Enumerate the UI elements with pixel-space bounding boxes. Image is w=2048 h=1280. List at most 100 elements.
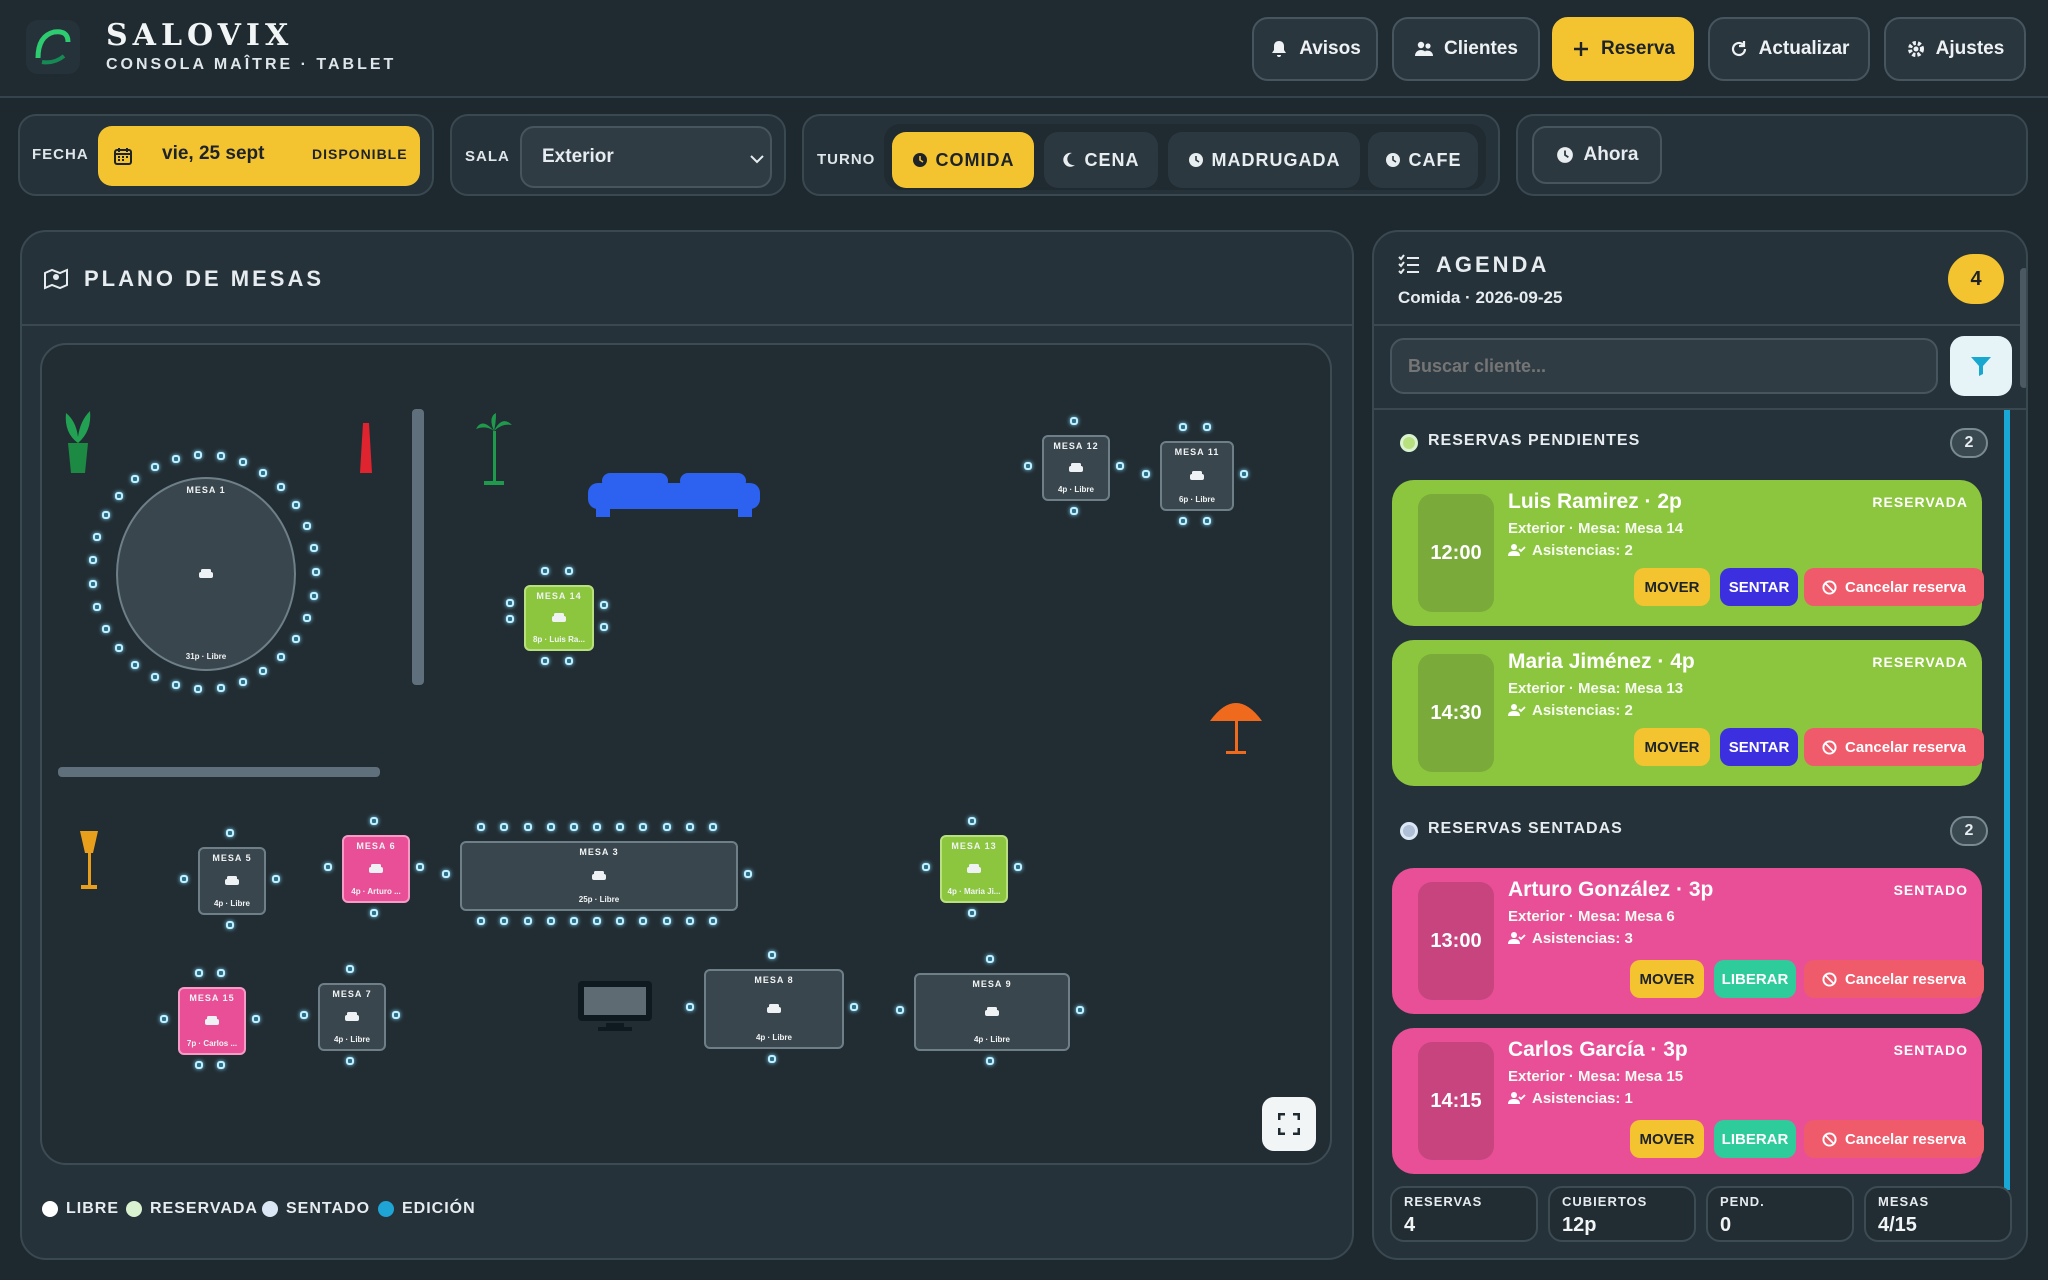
seat[interactable] (1024, 462, 1032, 470)
seat[interactable] (88, 556, 97, 565)
cancel-button[interactable]: Cancelar reserva (1804, 960, 1984, 998)
seat[interactable] (500, 823, 509, 831)
seat[interactable] (93, 603, 102, 612)
turno-comida[interactable]: COMIDA (892, 132, 1034, 188)
seat[interactable] (150, 462, 159, 471)
release-button[interactable]: LIBERAR (1714, 1120, 1796, 1158)
turno-cafe[interactable]: CAFE (1368, 132, 1478, 188)
seat-button[interactable]: SENTAR (1720, 728, 1798, 766)
seat[interactable] (217, 969, 226, 977)
seat[interactable] (1142, 470, 1150, 478)
seat[interactable] (277, 483, 286, 492)
seat[interactable] (259, 468, 268, 477)
search-input[interactable] (1390, 338, 1938, 394)
seat[interactable] (523, 917, 532, 925)
seat[interactable] (312, 568, 320, 576)
reservation-card[interactable]: 14:30 Maria Jiménez · 4p RESERVADA Exterior… (1392, 640, 1984, 786)
release-button[interactable]: LIBERAR (1714, 960, 1796, 998)
seat[interactable] (593, 823, 601, 831)
date-picker[interactable]: vie, 25 sept DISPONIBLE (98, 126, 420, 186)
table-mesa-9[interactable]: MESA 9 4p · Libre (914, 973, 1070, 1051)
seat[interactable] (986, 955, 994, 963)
seat[interactable] (564, 657, 573, 665)
seat[interactable] (194, 684, 203, 693)
seat[interactable] (442, 870, 450, 878)
table-mesa-6[interactable]: MESA 6 4p · Arturo ... (342, 835, 410, 903)
seat[interactable] (194, 969, 203, 977)
clientes-button[interactable]: Clientes (1392, 17, 1540, 81)
reservation-card[interactable]: 12:00 Luis Ramirez · 2p RESERVADA Exterior … (1392, 480, 1984, 626)
seat[interactable] (768, 951, 776, 959)
seat[interactable] (171, 454, 180, 463)
seat[interactable] (309, 544, 318, 553)
table-mesa-12[interactable]: MESA 12 4p · Libre (1042, 435, 1110, 501)
seat[interactable] (93, 532, 102, 541)
seat[interactable] (1070, 507, 1078, 515)
seat[interactable] (523, 823, 532, 831)
seat[interactable] (500, 917, 509, 925)
cancel-button[interactable]: Cancelar reserva (1804, 728, 1984, 766)
sala-select[interactable]: Exterior (520, 126, 772, 188)
seat[interactable] (564, 567, 573, 575)
seat[interactable] (302, 521, 311, 530)
seat[interactable] (1203, 517, 1212, 525)
move-button[interactable]: MOVER (1634, 568, 1710, 606)
seat[interactable] (968, 909, 976, 917)
seat[interactable] (768, 1055, 776, 1063)
seat[interactable] (160, 1015, 168, 1023)
table-mesa-8[interactable]: MESA 8 4p · Libre (704, 969, 844, 1049)
table-mesa-7[interactable]: MESA 7 4p · Libre (318, 983, 386, 1051)
seat[interactable] (115, 491, 124, 500)
seat[interactable] (968, 817, 976, 825)
seat[interactable] (569, 917, 578, 925)
seat[interactable] (102, 624, 111, 633)
reservation-card[interactable]: 14:15 Carlos García · 3p SENTADO Exterior ·… (1392, 1028, 1984, 1174)
seat[interactable] (541, 657, 550, 665)
table-mesa-11[interactable]: MESA 11 6p · Libre (1160, 441, 1234, 511)
seat[interactable] (1076, 1006, 1084, 1014)
seat[interactable] (217, 1061, 226, 1069)
seat-button[interactable]: SENTAR (1720, 568, 1798, 606)
avisos-button[interactable]: Avisos (1252, 17, 1378, 81)
table-mesa-15[interactable]: MESA 15 7p · Carlos ... (178, 987, 246, 1055)
seat[interactable] (416, 863, 424, 871)
seat[interactable] (922, 863, 930, 871)
seat[interactable] (392, 1011, 400, 1019)
seat[interactable] (238, 677, 247, 686)
seat[interactable] (639, 823, 648, 831)
seat[interactable] (1178, 517, 1187, 525)
seat[interactable] (180, 875, 188, 883)
seat[interactable] (309, 591, 318, 600)
seat[interactable] (277, 652, 286, 661)
ajustes-button[interactable]: Ajustes (1884, 17, 2026, 81)
seat[interactable] (850, 1003, 858, 1011)
seat[interactable] (546, 823, 555, 831)
seat[interactable] (1203, 423, 1212, 431)
seat[interactable] (324, 863, 332, 871)
seat[interactable] (272, 875, 280, 883)
seat[interactable] (708, 823, 717, 831)
seat[interactable] (546, 917, 555, 925)
seat[interactable] (1014, 863, 1022, 871)
seat[interactable] (291, 501, 300, 510)
seat[interactable] (346, 965, 354, 973)
seat[interactable] (639, 917, 648, 925)
seat[interactable] (115, 644, 124, 653)
table-mesa-14[interactable]: MESA 14 8p · Luis Ra... (524, 585, 594, 651)
seat[interactable] (593, 917, 601, 925)
page-scrollbar[interactable] (2020, 268, 2026, 388)
move-button[interactable]: MOVER (1630, 960, 1704, 998)
seat[interactable] (216, 452, 225, 461)
actualizar-button[interactable]: Actualizar (1708, 17, 1870, 81)
seat[interactable] (131, 475, 140, 484)
seat[interactable] (291, 634, 300, 643)
seat[interactable] (131, 660, 140, 669)
list-scrollbar[interactable] (2004, 410, 2010, 1190)
seat[interactable] (216, 683, 225, 692)
new-reserva-button[interactable]: Reserva (1552, 17, 1694, 81)
seat[interactable] (616, 917, 625, 925)
seat[interactable] (569, 823, 578, 831)
seat[interactable] (370, 817, 378, 825)
seat[interactable] (252, 1015, 260, 1023)
seat[interactable] (477, 823, 486, 831)
